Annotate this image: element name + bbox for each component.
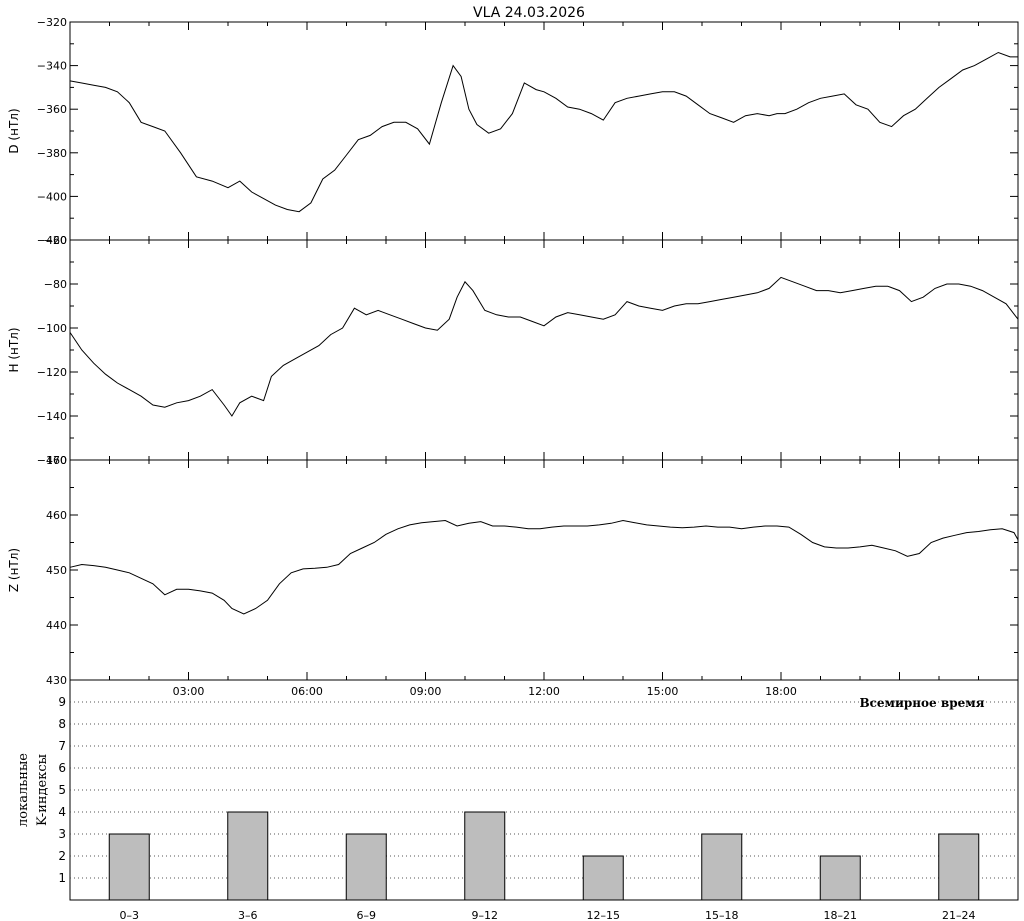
k-tick-label: 4 bbox=[58, 805, 66, 819]
k-category-label: 18–21 bbox=[824, 909, 858, 921]
series-line-2 bbox=[69, 276, 1019, 417]
k-panel-frame bbox=[69, 679, 1019, 901]
y-tick-label: 470 bbox=[46, 454, 67, 467]
k-tick-label: 2 bbox=[58, 849, 66, 863]
y-tick-label: −380 bbox=[37, 147, 67, 160]
x-tick-label: 06:00 bbox=[291, 685, 323, 698]
y-axis-label: H (нТл) bbox=[7, 327, 21, 372]
k-tick-label: 6 bbox=[58, 761, 66, 775]
series-line-1 bbox=[69, 51, 1018, 213]
y-tick-label: −320 bbox=[37, 16, 67, 29]
chart-title: VLA 24.03.2026 bbox=[473, 5, 585, 21]
y-tick-label: 450 bbox=[46, 564, 67, 577]
k-category-label: 12–15 bbox=[587, 909, 621, 921]
k-tick-label: 1 bbox=[58, 871, 66, 885]
k-tick-label: 5 bbox=[58, 783, 66, 797]
y-tick-label: −140 bbox=[37, 410, 67, 423]
k-bar bbox=[938, 833, 980, 901]
y-tick-label: −160 bbox=[37, 454, 67, 467]
y-tick-label: −80 bbox=[44, 278, 67, 291]
panel-frame bbox=[69, 21, 1019, 241]
y-axis-label: Z (нТл) bbox=[7, 548, 21, 592]
k-bar bbox=[819, 855, 861, 901]
k-bar bbox=[582, 855, 624, 901]
k-category-label: 0–3 bbox=[120, 909, 140, 921]
panel-frame bbox=[69, 459, 1019, 681]
x-tick-label: 12:00 bbox=[528, 685, 560, 698]
panel-1: −420 −400 −380 −360 −340 −320 D (нТл) bbox=[7, 16, 1019, 247]
k-bar bbox=[227, 811, 269, 901]
k-tick-label: 7 bbox=[58, 739, 66, 753]
k-side-label-1: локальные bbox=[16, 753, 31, 827]
k-bar bbox=[345, 833, 387, 901]
x-axis-label: Всемирное время bbox=[859, 696, 984, 710]
series-line-3 bbox=[69, 519, 1019, 615]
k-tick-label: 9 bbox=[58, 695, 66, 709]
k-category-label: 21–24 bbox=[942, 909, 976, 921]
k-tick-label: 8 bbox=[58, 717, 66, 731]
panel-2: −160 −140 −120 −100 −80 −60 H (нТл) bbox=[7, 234, 1019, 467]
y-tick-label: −100 bbox=[37, 322, 67, 335]
y-tick-label: −400 bbox=[37, 190, 67, 203]
k-category-label: 6–9 bbox=[357, 909, 377, 921]
y-tick-label: −420 bbox=[37, 234, 67, 247]
k-tick-label: 3 bbox=[58, 827, 66, 841]
x-tick-label: 09:00 bbox=[410, 685, 442, 698]
x-tick-label: 03:00 bbox=[173, 685, 205, 698]
panel-frame bbox=[69, 239, 1019, 461]
k-index-panel: 1 2 3 4 5 6 7 8 9 0–3 3–6 6–9 9–12 12–15 15–18 18–21 21–… bbox=[58, 679, 1019, 921]
k-bar bbox=[701, 833, 743, 901]
k-category-label: 15–18 bbox=[705, 909, 739, 921]
x-tick-label: 15:00 bbox=[647, 685, 679, 698]
k-category-label: 3–6 bbox=[238, 909, 258, 921]
y-tick-label: 440 bbox=[46, 619, 67, 632]
y-tick-label: −120 bbox=[37, 366, 67, 379]
y-tick-label: −60 bbox=[44, 234, 67, 247]
k-bar bbox=[108, 833, 150, 901]
y-tick-label: 430 bbox=[46, 674, 67, 687]
k-category-label: 9–12 bbox=[472, 909, 499, 921]
x-tick-label: 18:00 bbox=[765, 685, 797, 698]
y-tick-label: 460 bbox=[46, 509, 67, 522]
y-tick-label: −340 bbox=[37, 60, 67, 73]
y-axis-label: D (нТл) bbox=[7, 108, 21, 153]
k-side-label-2: K-индексы bbox=[35, 754, 50, 826]
k-bar bbox=[464, 811, 506, 901]
y-tick-label: −360 bbox=[37, 103, 67, 116]
panel-3: 430 440 450 460 470 Z (нТл) bbox=[7, 454, 1019, 687]
